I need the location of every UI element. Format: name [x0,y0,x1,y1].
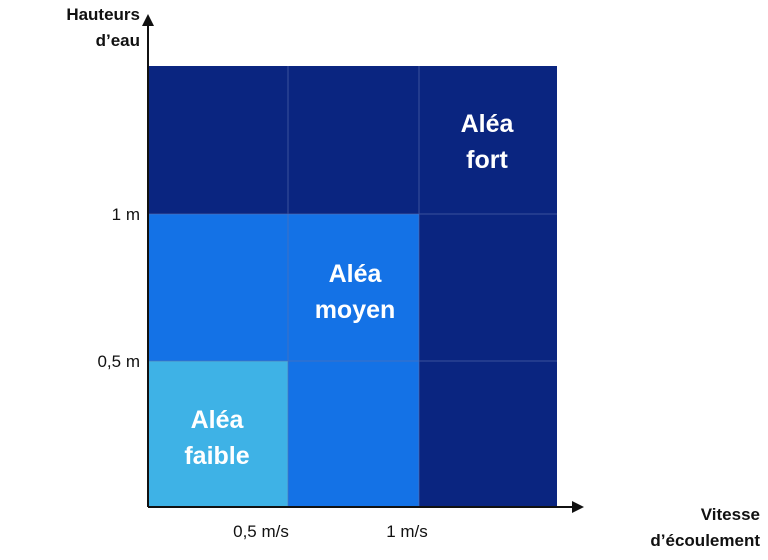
cell-top-right [419,66,557,214]
cell-middle-middle [288,214,419,361]
cell-top-left [148,66,288,214]
grid-lines [148,66,557,507]
cell-bottom-right [419,361,557,507]
y-tick-1m: 1 m [111,205,140,224]
cell-middle-left [148,214,288,361]
y-axis-title: Hauteurs d’eau [66,5,140,50]
cell-middle-right [419,214,557,361]
cell-top-middle [288,66,419,214]
x-tick-05ms: 0,5 m/s [233,522,289,541]
x-axis-title: Vitesse d’écoulement [650,505,760,550]
x-axis-arrowhead [572,501,584,513]
zone-label-moyen: Aléa moyen [314,260,396,324]
cell-bottom-middle [288,361,419,507]
zone-label-faible: Aléa faible [184,406,250,470]
zone-label-fort: Aléa fort [460,110,514,174]
y-tick-05m: 0,5 m [97,352,140,371]
x-tick-1ms: 1 m/s [386,522,428,541]
y-axis-arrowhead [142,14,154,26]
cell-bottom-left [148,361,288,507]
